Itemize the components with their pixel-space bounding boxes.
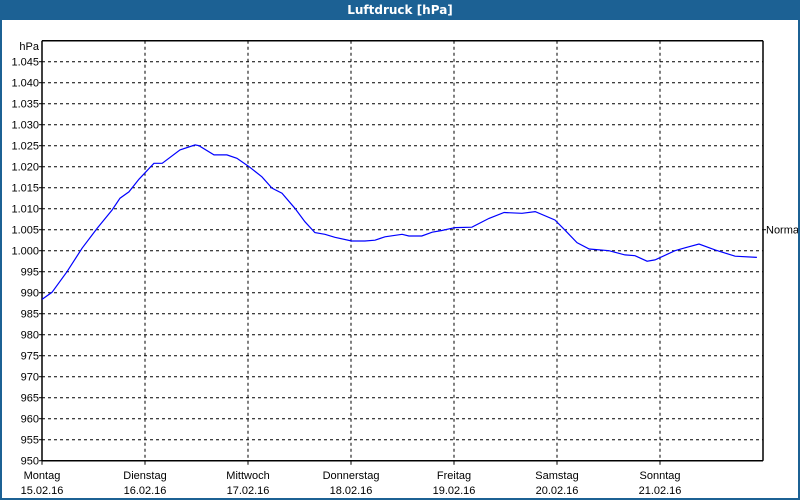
y-tick-label: 965 [21,393,39,405]
title-bar: Luftdruck [hPa] [2,0,798,20]
y-tick-label: 990 [21,288,39,300]
y-tick-label: 950 [21,456,39,468]
y-tick-label: 975 [21,351,39,363]
normal-label: Normal [766,225,800,237]
x-tick-date: 18.02.16 [330,485,373,497]
y-tick-label: 960 [21,414,39,426]
x-tick-day: Montag [24,470,61,482]
y-tick-label: 1.025 [11,141,39,153]
y-tick-label: 1.035 [11,99,39,111]
y-tick-label: 1.000 [11,246,39,258]
y-tick-label: 985 [21,309,39,321]
x-tick-date: 19.02.16 [433,485,476,497]
y-tick-label: 955 [21,435,39,447]
y-axis-unit-label: hPa [19,41,39,53]
y-tick-label: 1.040 [11,78,39,90]
x-tick-day: Samstag [535,470,578,482]
y-tick-label: 1.030 [11,120,39,132]
x-tick-day: Mittwoch [226,470,269,482]
y-tick-label: 1.045 [11,57,39,69]
y-tick-label: 980 [21,330,39,342]
y-tick-label: 1.005 [11,225,39,237]
y-tick-label: 970 [21,372,39,384]
x-tick-day: Freitag [437,470,471,482]
y-tick-label: 1.010 [11,204,39,216]
y-tick-label: 995 [21,267,39,279]
x-tick-day: Sonntag [640,470,681,482]
x-tick-date: 21.02.16 [639,485,682,497]
x-tick-date: 16.02.16 [124,485,167,497]
x-tick-day: Donnerstag [323,470,380,482]
y-tick-label: 1.020 [11,162,39,174]
x-tick-date: 17.02.16 [227,485,270,497]
y-tick-label: 1.015 [11,183,39,195]
x-tick-date: 20.02.16 [536,485,579,497]
pressure-line [41,144,757,300]
x-tick-day: Dienstag [123,470,166,482]
x-tick-date: 15.02.16 [21,485,64,497]
